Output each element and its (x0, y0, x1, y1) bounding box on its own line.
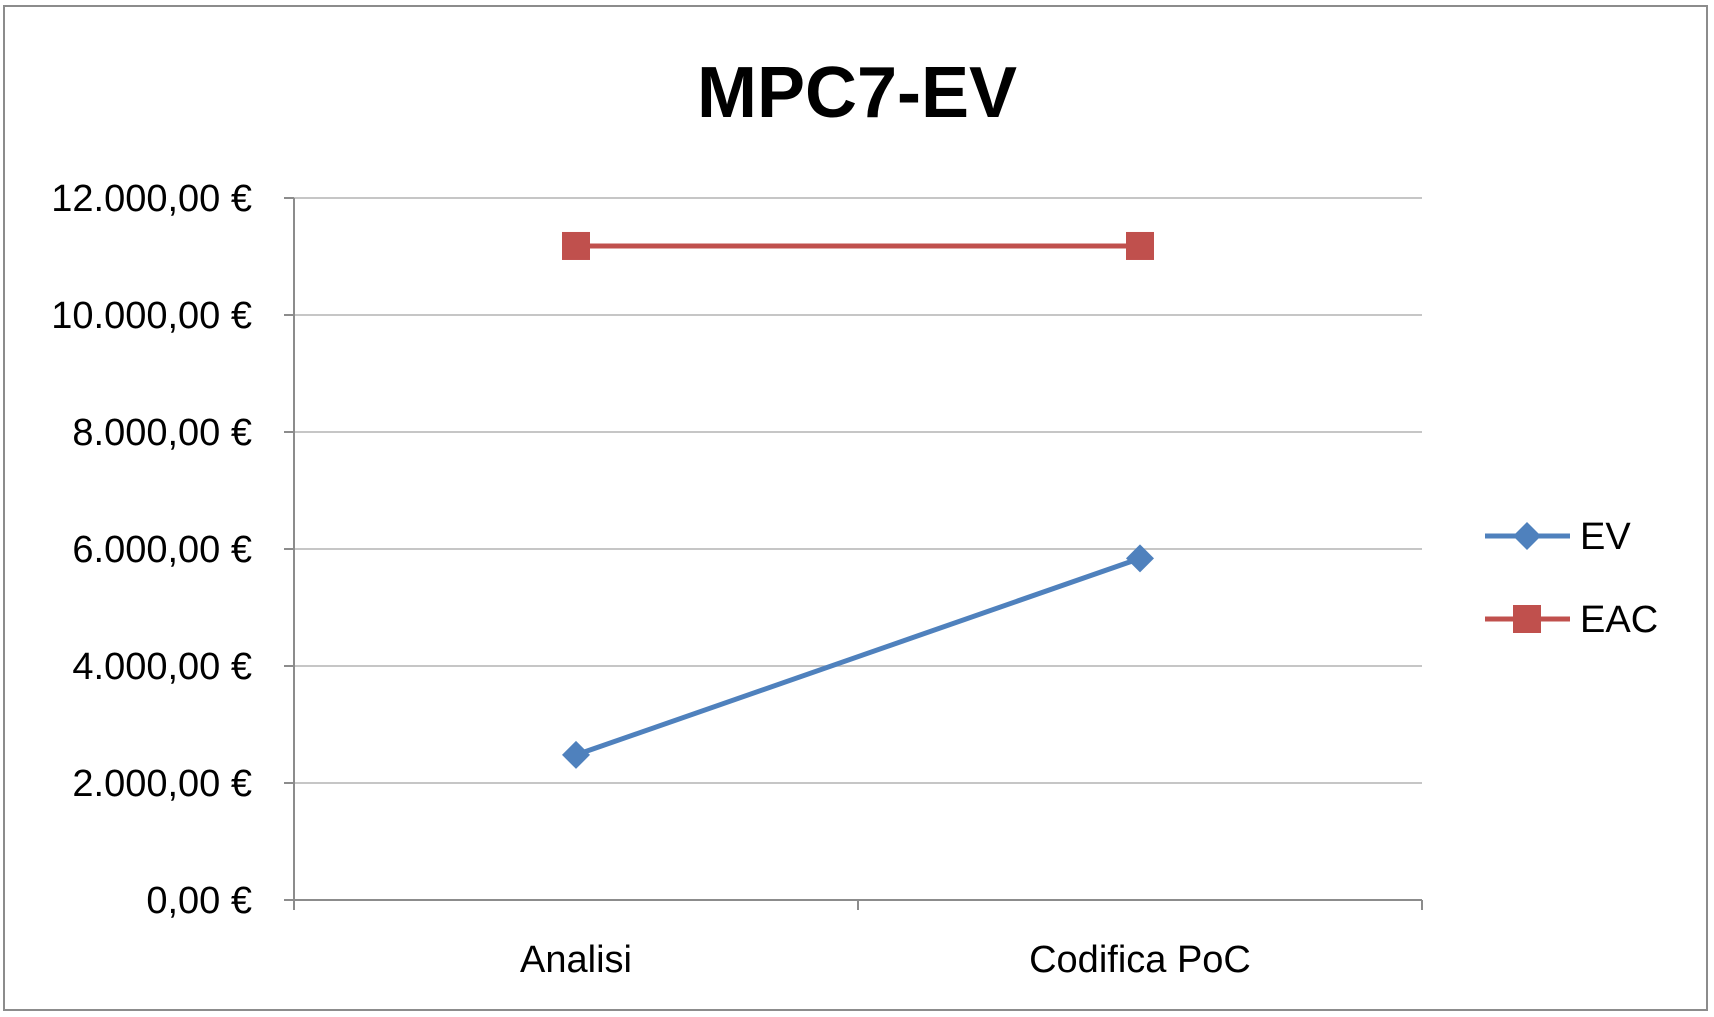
series-line-ev (575, 555, 1141, 758)
x-tick-label: Codifica PoC (1029, 939, 1251, 981)
data-point-eac (1126, 231, 1154, 260)
legend-marker-ev (1513, 522, 1541, 550)
y-tick-label: 4.000,00 € (72, 646, 252, 688)
x-axis-ticks: Analisi Codifica PoC (520, 939, 1251, 981)
y-tick-label: 6.000,00 € (72, 529, 252, 571)
y-tick-label: 2.000,00 € (72, 763, 252, 805)
y-tick-label: 10.000,00 € (51, 295, 252, 337)
series-layer (562, 231, 1154, 769)
gridlines (294, 197, 1422, 784)
chart-title: MPC7-EV (697, 53, 1017, 133)
chart-frame (3, 5, 1708, 1011)
legend-label: EV (1580, 516, 1631, 558)
x-tick-label: Analisi (520, 939, 632, 981)
legend: EV EAC (1485, 516, 1658, 641)
axes (284, 197, 1423, 910)
legend-label: EAC (1580, 599, 1658, 641)
y-tick-label: 12.000,00 € (51, 178, 252, 220)
y-tick-label: 8.000,00 € (72, 412, 252, 454)
data-point-ev (562, 740, 590, 769)
data-point-eac (562, 231, 590, 260)
legend-marker-eac (1513, 605, 1541, 633)
data-point-ev (1126, 544, 1154, 573)
y-axis-ticks: 0,00 € 2.000,00 € 4.000,00 € 6.000,00 € 8.00… (51, 178, 252, 922)
y-tick-label: 0,00 € (146, 880, 252, 922)
